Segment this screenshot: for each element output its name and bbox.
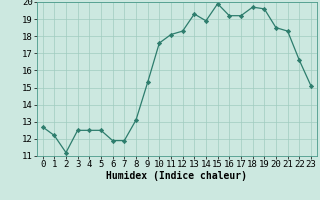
X-axis label: Humidex (Indice chaleur): Humidex (Indice chaleur) — [106, 171, 247, 181]
